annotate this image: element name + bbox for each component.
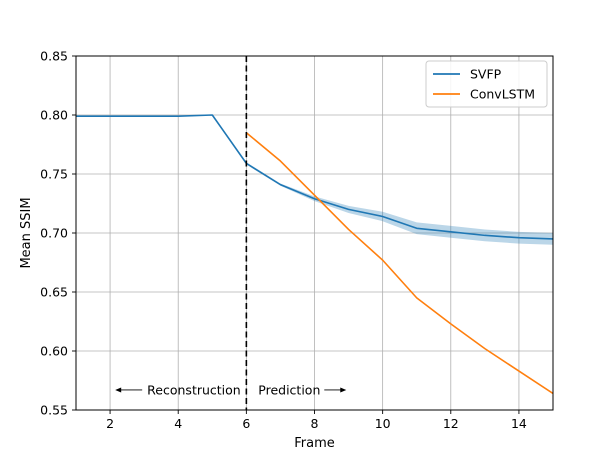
band-svfp — [76, 115, 553, 245]
line-svfp — [76, 114, 553, 240]
legend: SVFP ConvLSTM — [425, 60, 548, 108]
x-tick-label: 8 — [311, 416, 319, 431]
x-tick-label: 12 — [443, 416, 459, 431]
x-tick-label: 4 — [174, 416, 182, 431]
y-tick-label: 0.70 — [40, 226, 68, 241]
y-tick-label: 0.85 — [40, 49, 68, 64]
x-tick-label: 10 — [375, 416, 391, 431]
annotations: Reconstruction Prediction — [115, 382, 347, 397]
prediction-arrowhead — [340, 387, 347, 393]
y-tick-label: 0.80 — [40, 108, 68, 123]
y-axis-label: Mean SSIM — [19, 197, 34, 268]
legend-box — [425, 60, 548, 108]
x-tick-label: 6 — [242, 416, 250, 431]
prediction-label: Prediction — [258, 382, 320, 397]
y-tick-label: 0.75 — [40, 167, 68, 182]
y-tick-label: 0.55 — [40, 403, 68, 418]
y-tick-label: 0.65 — [40, 285, 68, 300]
confidence-bands — [76, 115, 553, 245]
x-tick-label: 2 — [106, 416, 114, 431]
x-tick-label: 14 — [511, 416, 527, 431]
legend-label-svfp: SVFP — [470, 67, 502, 82]
reconstruction-arrowhead — [115, 387, 122, 393]
legend-label-convlstm: ConvLSTM — [470, 87, 535, 102]
ticks: 2 4 6 8 10 12 14 0.55 0.60 0.65 0.70 0.75 0.80 0.85 — [40, 49, 527, 432]
line-convlstm — [245, 132, 553, 395]
y-tick-label: 0.60 — [40, 344, 68, 359]
series-lines — [76, 114, 553, 395]
x-axis-label: Frame — [294, 436, 335, 451]
reconstruction-label: Reconstruction — [147, 382, 241, 397]
